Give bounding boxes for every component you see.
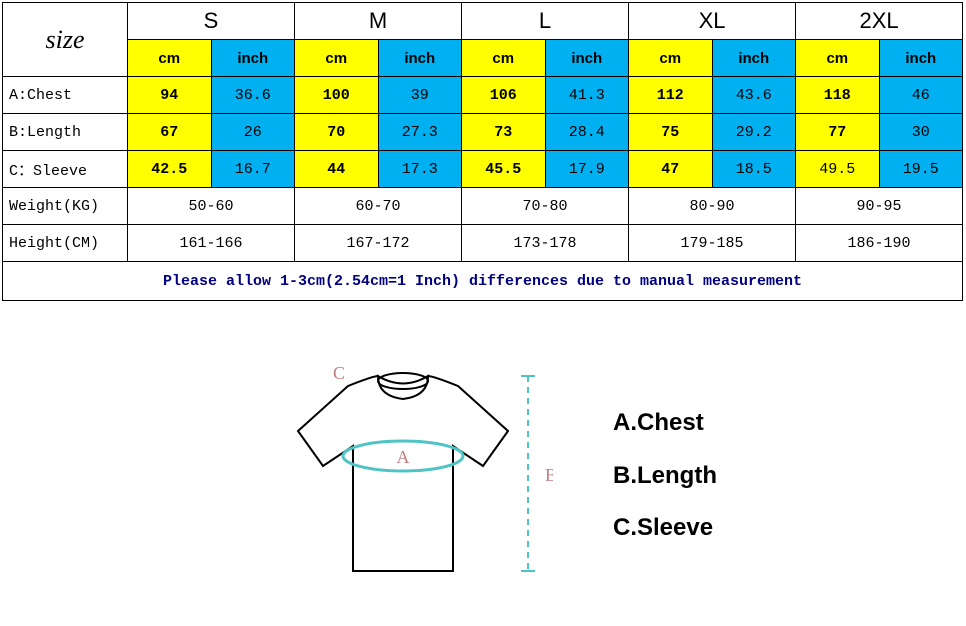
header-row-1: size S M L XL 2XL <box>3 3 963 40</box>
cm-value: 73 <box>462 114 546 151</box>
diagram-legend: A.Chest B.Length C.Sleeve <box>613 397 717 555</box>
unit-cm: cm <box>629 40 713 77</box>
size-col-XL: XL <box>629 3 796 40</box>
weight-L: 70-80 <box>462 188 629 225</box>
size-col-M: M <box>295 3 462 40</box>
weight-M: 60-70 <box>295 188 462 225</box>
unit-inch: inch <box>879 40 963 77</box>
inch-value: 18.5 <box>712 151 796 188</box>
inch-value: 17.9 <box>545 151 629 188</box>
cm-value: 77 <box>796 114 880 151</box>
cm-value: 44 <box>295 151 379 188</box>
inch-value: 19.5 <box>879 151 963 188</box>
inch-value: 29.2 <box>712 114 796 151</box>
cm-value: 100 <box>295 77 379 114</box>
note-text: Please allow 1-3cm(2.54cm=1 Inch) differ… <box>3 262 963 301</box>
cm-value: 112 <box>629 77 713 114</box>
height-L: 173-178 <box>462 225 629 262</box>
measure-row: C：Sleeve42.516.74417.345.517.94718.549.5… <box>3 151 963 188</box>
cm-value: 118 <box>796 77 880 114</box>
note-row: Please allow 1-3cm(2.54cm=1 Inch) differ… <box>3 262 963 301</box>
tshirt-outline <box>298 376 508 571</box>
height-M: 167-172 <box>295 225 462 262</box>
height-row: Height(CM) 161-166 167-172 173-178 179-1… <box>3 225 963 262</box>
inch-value: 36.6 <box>211 77 295 114</box>
height-label: Height(CM) <box>3 225 128 262</box>
weight-row: Weight(KG) 50-60 60-70 70-80 80-90 90-95 <box>3 188 963 225</box>
legend-A: A.Chest <box>613 397 717 450</box>
cm-value: 106 <box>462 77 546 114</box>
unit-cm: cm <box>462 40 546 77</box>
height-XL: 179-185 <box>629 225 796 262</box>
cm-value: 45.5 <box>462 151 546 188</box>
cm-value: 75 <box>629 114 713 151</box>
unit-inch: inch <box>712 40 796 77</box>
measure-row: A:Chest9436.61003910641.311243.611846 <box>3 77 963 114</box>
inch-value: 16.7 <box>211 151 295 188</box>
size-col-L: L <box>462 3 629 40</box>
unit-cm: cm <box>796 40 880 77</box>
diagram-letter-A: A <box>397 447 410 467</box>
inch-value: 30 <box>879 114 963 151</box>
tshirt-diagram: A C B <box>253 351 553 601</box>
cm-value: 49.5 <box>796 151 880 188</box>
size-col-2XL: 2XL <box>796 3 963 40</box>
cm-value: 67 <box>128 114 212 151</box>
weight-XL: 80-90 <box>629 188 796 225</box>
height-2XL: 186-190 <box>796 225 963 262</box>
legend-B: B.Length <box>613 450 717 503</box>
inch-value: 41.3 <box>545 77 629 114</box>
cm-value: 47 <box>629 151 713 188</box>
inch-value: 17.3 <box>378 151 462 188</box>
unit-inch: inch <box>211 40 295 77</box>
size-chart-table: size S M L XL 2XL cminchcminchcminchcmin… <box>2 2 963 301</box>
weight-S: 50-60 <box>128 188 295 225</box>
unit-inch: inch <box>378 40 462 77</box>
height-S: 161-166 <box>128 225 295 262</box>
inch-value: 28.4 <box>545 114 629 151</box>
unit-inch: inch <box>545 40 629 77</box>
diagram-section: A C B A.Chest B.Length C.Sleeve <box>2 351 966 601</box>
weight-label: Weight(KG) <box>3 188 128 225</box>
measure-row: B:Length67267027.37328.47529.27730 <box>3 114 963 151</box>
measure-label: C：Sleeve <box>3 151 128 188</box>
inch-value: 43.6 <box>712 77 796 114</box>
cm-value: 70 <box>295 114 379 151</box>
inch-value: 27.3 <box>378 114 462 151</box>
legend-C: C.Sleeve <box>613 502 717 555</box>
weight-2XL: 90-95 <box>796 188 963 225</box>
cm-value: 42.5 <box>128 151 212 188</box>
unit-cm: cm <box>295 40 379 77</box>
unit-cm: cm <box>128 40 212 77</box>
header-row-2: cminchcminchcminchcminchcminch <box>3 40 963 77</box>
diagram-letter-B: B <box>545 465 553 485</box>
measure-label: B:Length <box>3 114 128 151</box>
inch-value: 46 <box>879 77 963 114</box>
diagram-letter-C: C <box>333 363 345 383</box>
cm-value: 94 <box>128 77 212 114</box>
measure-label: A:Chest <box>3 77 128 114</box>
inch-value: 26 <box>211 114 295 151</box>
size-col-S: S <box>128 3 295 40</box>
size-header-cell: size <box>3 3 128 77</box>
inch-value: 39 <box>378 77 462 114</box>
